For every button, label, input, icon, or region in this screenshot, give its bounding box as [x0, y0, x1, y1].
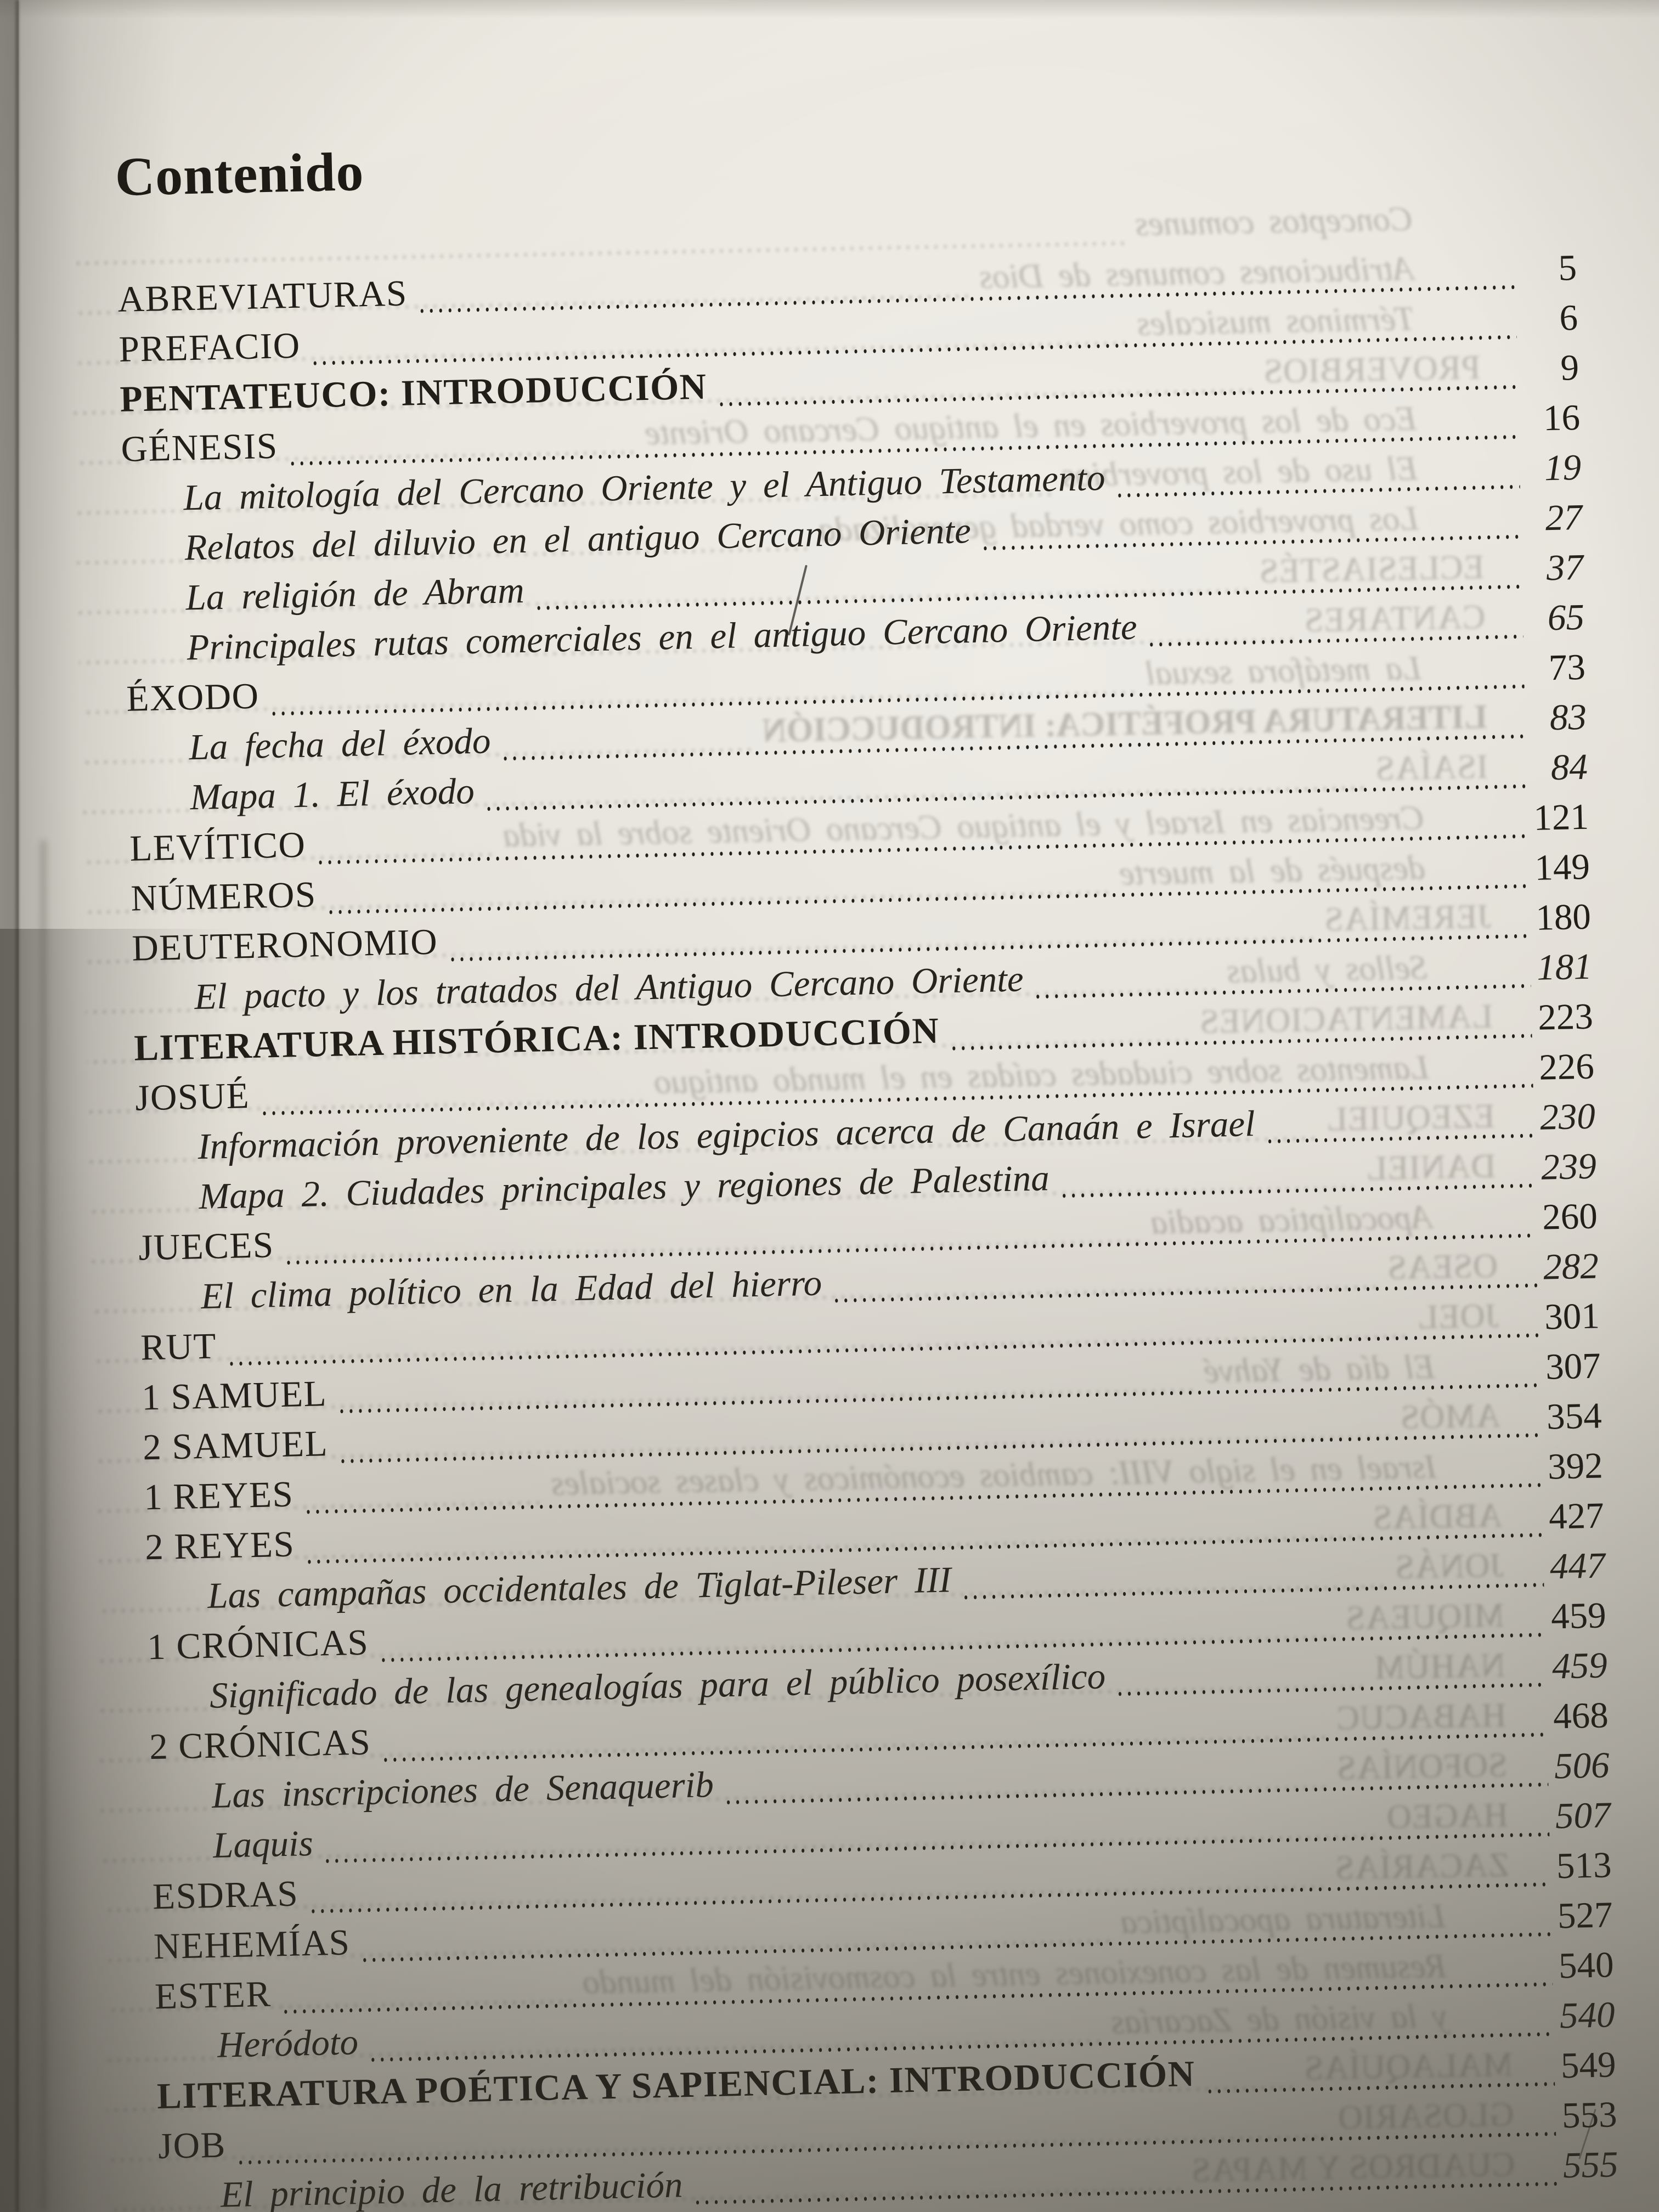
binding-shadow-lower	[0, 929, 230, 2212]
page-edge-line	[41, 840, 46, 2212]
top-edge-shadow	[0, 0, 1659, 19]
page-edge-line	[15, 0, 19, 2212]
binding-shadow	[0, 0, 176, 2212]
